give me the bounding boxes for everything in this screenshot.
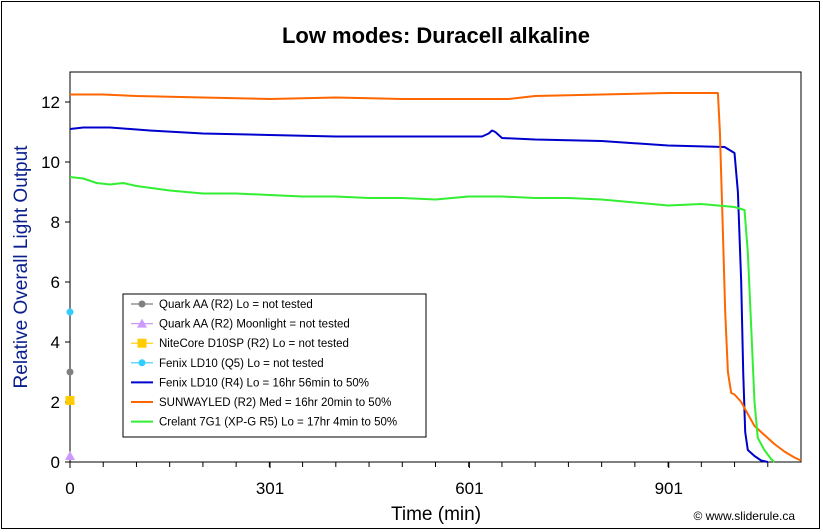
series-line-5 [70, 92, 802, 462]
series-line-4 [69, 126, 769, 463]
chart-title: Low modes: Duracell alkaline [282, 23, 590, 48]
x-tick-label: 301 [256, 479, 284, 498]
legend-label: SUNWAYLED (R2) Med = 16hr 20min to 50% [159, 397, 391, 409]
y-tick-label: 12 [41, 93, 60, 112]
legend-swatch-marker [138, 300, 146, 308]
x-tick-label: 901 [655, 479, 683, 498]
credit-text: © www.sliderule.ca [693, 509, 795, 523]
series-point-3 [66, 308, 74, 316]
legend-box [122, 293, 427, 438]
series-point-0 [66, 368, 74, 376]
legend-label: Crelant 7G1 (XP-G R5) Lo = 17hr 4min to … [159, 417, 397, 429]
legend-swatch-marker [137, 338, 147, 348]
x-tick-label: 601 [455, 479, 483, 498]
legend-label: Quark AA (R2) Moonlight = not tested [159, 319, 350, 331]
legend-label: Fenix LD10 (Q5) Lo = not tested [159, 358, 324, 370]
series-point-2 [65, 396, 75, 405]
y-tick-label: 10 [41, 153, 60, 172]
y-tick-label: 4 [51, 333, 60, 352]
legend-swatch-marker [138, 359, 146, 367]
legend-label: Fenix LD10 (R4) Lo = 16hr 56min to 50% [159, 377, 369, 389]
y-axis-label: Relative Overall Light Output [11, 145, 32, 389]
y-tick-label: 8 [51, 213, 60, 232]
legend: Quark AA (R2) Lo = not tested Quark AA (R… [122, 293, 427, 438]
y-tick-label: 0 [51, 453, 60, 472]
legend-label: NiteCore D10SP (R2) Lo = not tested [159, 338, 349, 350]
x-tick-label: 0 [65, 479, 74, 498]
y-tick-label: 6 [51, 273, 60, 292]
series-line-6 [69, 176, 776, 463]
legend-swatch-marker [137, 318, 147, 328]
legend-label: Quark AA (R2) Lo = not tested [159, 299, 313, 311]
y-tick-label: 2 [51, 393, 60, 412]
series-point-1 [65, 451, 75, 460]
x-axis-label: Time (min) [391, 504, 481, 525]
